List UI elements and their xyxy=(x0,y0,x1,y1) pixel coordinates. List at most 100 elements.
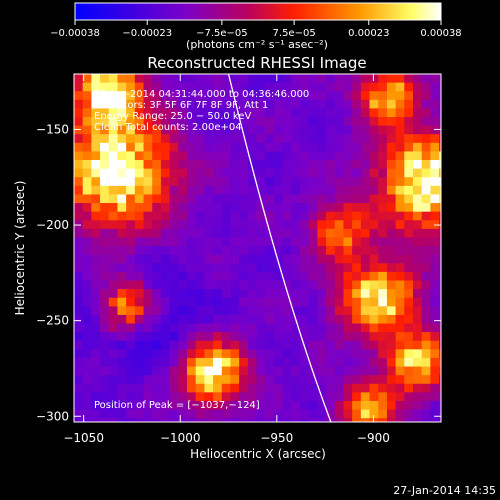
heatmap-cell xyxy=(152,134,162,144)
heatmap-cell xyxy=(421,366,431,376)
heatmap-cell xyxy=(239,271,249,282)
heatmap-cell xyxy=(282,151,292,161)
heatmap-cell xyxy=(430,366,440,376)
heatmap-cell xyxy=(195,349,205,359)
heatmap-cell xyxy=(317,168,327,178)
heatmap-cell xyxy=(334,392,345,402)
heatmap-cell xyxy=(378,82,388,92)
heatmap-cell xyxy=(247,383,258,393)
heatmap-cell xyxy=(282,332,292,342)
heatmap-cell xyxy=(134,228,145,239)
heatmap-cell xyxy=(143,375,153,385)
heatmap-cell xyxy=(299,142,310,153)
heatmap-cell xyxy=(74,314,84,325)
heatmap-cell xyxy=(273,108,284,118)
heatmap-cell xyxy=(169,185,179,196)
heatmap-cell xyxy=(100,168,110,178)
heatmap-cell xyxy=(117,289,127,299)
heatmap-cell xyxy=(282,349,292,359)
heatmap-cell xyxy=(352,142,362,153)
y-tick-label: −150 xyxy=(36,122,69,136)
heatmap-cell xyxy=(108,332,119,342)
heatmap-cell xyxy=(256,400,266,411)
heatmap-cell xyxy=(160,185,171,196)
heatmap-cell xyxy=(247,332,258,342)
heatmap-cell xyxy=(204,357,214,368)
heatmap-cell xyxy=(82,74,92,84)
heatmap-cell xyxy=(282,246,292,256)
heatmap-cell xyxy=(74,289,84,299)
heatmap-cell xyxy=(326,185,336,196)
heatmap-cell xyxy=(143,418,153,422)
heatmap-cell xyxy=(430,314,440,325)
heatmap-cell xyxy=(326,375,336,385)
heatmap-cell xyxy=(395,366,405,376)
heatmap-cell xyxy=(186,297,197,307)
heatmap-cell xyxy=(256,99,266,110)
heatmap-cell xyxy=(195,211,205,221)
heatmap-cell xyxy=(404,349,414,359)
heatmap-cell xyxy=(265,74,275,84)
heatmap-cell xyxy=(352,203,362,213)
heatmap-cell xyxy=(256,151,266,161)
heatmap-cell xyxy=(213,142,223,153)
heatmap-cell xyxy=(369,254,379,264)
heatmap-cell xyxy=(160,375,171,385)
heatmap-cell xyxy=(265,418,275,422)
heatmap-cell xyxy=(239,220,249,230)
heatmap-cell xyxy=(91,160,101,170)
heatmap-cell xyxy=(134,254,145,264)
heatmap-cell xyxy=(169,280,179,290)
heatmap-cell xyxy=(378,108,388,118)
heatmap-cell xyxy=(74,375,84,385)
heatmap-cell xyxy=(343,383,353,393)
heatmap-cell xyxy=(186,383,197,393)
heatmap-cell xyxy=(430,297,440,307)
heatmap-cell xyxy=(299,349,310,359)
heatmap-cell xyxy=(195,289,205,299)
heatmap-cell xyxy=(378,160,388,170)
heatmap-cell xyxy=(143,357,153,368)
heatmap-cell xyxy=(299,237,310,247)
y-tick-label: −200 xyxy=(36,218,69,232)
heatmap-cell xyxy=(230,220,240,230)
heatmap-cell xyxy=(317,340,327,350)
heatmap-cell xyxy=(195,340,205,350)
heatmap-cell xyxy=(213,418,223,422)
heatmap-cell xyxy=(143,246,153,256)
heatmap-cell xyxy=(108,409,119,419)
heatmap-cell xyxy=(369,297,379,307)
heatmap-cell xyxy=(412,194,423,204)
heatmap-cell xyxy=(299,392,310,402)
heatmap-cell xyxy=(230,108,240,118)
heatmap-cell xyxy=(126,134,136,144)
heatmap-cell xyxy=(282,271,292,282)
heatmap-cell xyxy=(178,246,188,256)
heatmap-cell xyxy=(308,409,318,419)
heatmap-cell xyxy=(100,323,110,333)
heatmap-cell xyxy=(386,91,397,101)
heatmap-cell xyxy=(152,392,162,402)
heatmap-cell xyxy=(395,125,405,135)
heatmap-cell xyxy=(273,323,284,333)
heatmap-cell xyxy=(334,306,345,316)
heatmap-cell xyxy=(160,160,171,170)
heatmap-cell xyxy=(291,271,301,282)
heatmap-cell xyxy=(352,383,362,393)
heatmap-cell xyxy=(360,383,371,393)
heatmap-cell xyxy=(308,220,318,230)
heatmap-cell xyxy=(282,323,292,333)
heatmap-cell xyxy=(152,220,162,230)
heatmap-cell xyxy=(169,74,179,84)
heatmap-cell xyxy=(221,392,232,402)
heatmap-cell xyxy=(299,366,310,376)
heatmap-cell xyxy=(439,151,441,161)
heatmap-cell xyxy=(108,194,119,204)
heatmap-cell xyxy=(404,125,414,135)
heatmap-cell xyxy=(178,357,188,368)
heatmap-cell xyxy=(291,392,301,402)
heatmap-cell xyxy=(91,254,101,264)
heatmap-cell xyxy=(247,99,258,110)
heatmap-cell xyxy=(143,99,153,110)
x-tick-label: −1000 xyxy=(160,431,201,445)
